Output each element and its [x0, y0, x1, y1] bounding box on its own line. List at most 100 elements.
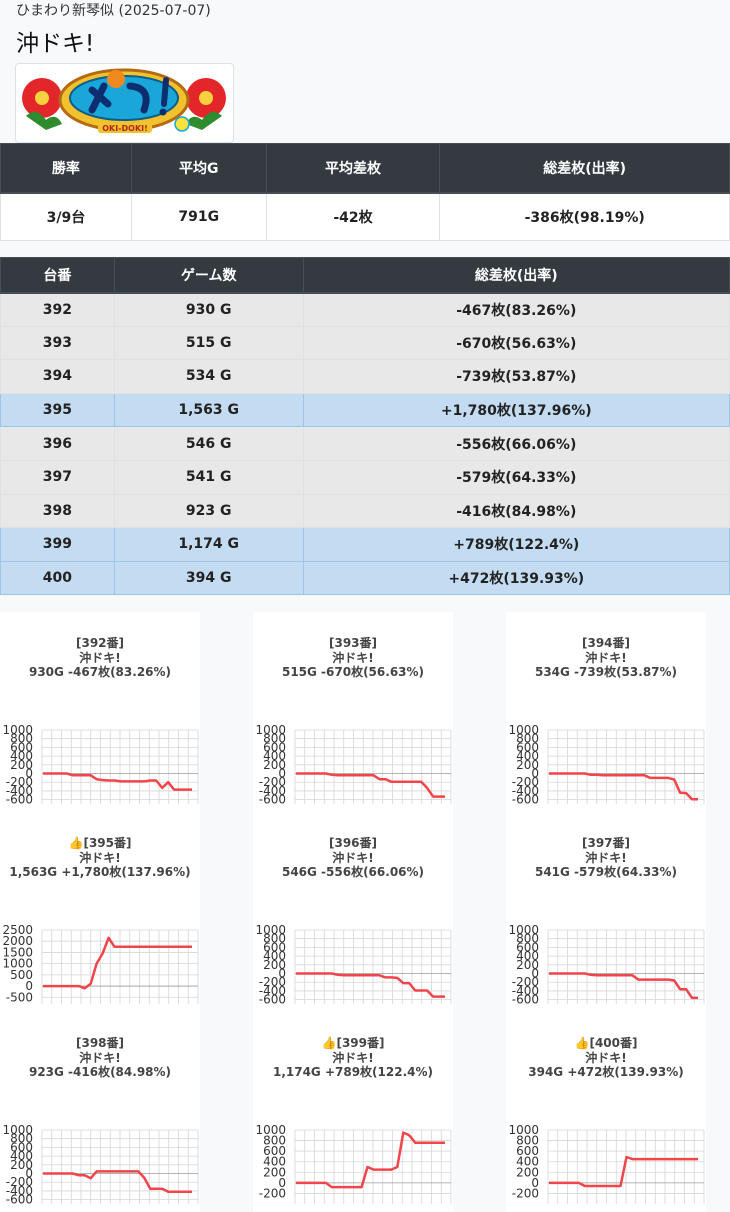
y-tick-label: 2000	[2, 934, 33, 948]
unit-chart-card[interactable]: [392番] 沖ドキ! 930G -467枚(83.26%) 1000 800 600 40…	[0, 612, 200, 812]
y-tick-label: 800	[10, 1132, 33, 1146]
chart-unit-label: [398番]	[75, 1036, 125, 1050]
unit-number: 392	[0, 292, 115, 327]
y-tick-label: 200	[263, 958, 286, 972]
unit-diff: -739枚(53.87%)	[302, 359, 730, 394]
y-tick-label: -600	[512, 993, 539, 1007]
y-tick-label: 1000	[508, 923, 539, 937]
series-line	[43, 936, 192, 990]
y-tick-label: 0	[278, 1176, 286, 1190]
y-tick-label: 200	[516, 1165, 539, 1179]
unit-chart-card[interactable]: 👍[395番] 沖ドキ! 1,563G +1,780枚(137.96%) 2500 20…	[0, 812, 200, 1012]
unit-chart-card[interactable]: 👍[400番] 沖ドキ! 394G +472枚(139.93%) 1000 800 600…	[506, 1012, 706, 1212]
y-tick-label: 1000	[508, 1123, 539, 1137]
y-tick-label: -500	[6, 990, 33, 1004]
summary-header-row: 勝率 平均G 平均差枚 総差枚(出率)	[0, 143, 730, 194]
y-tick-label: -400	[259, 784, 286, 798]
unit-number: 399	[0, 527, 115, 562]
chart-unit-number: [393番]	[253, 636, 453, 651]
y-tick-label: 800	[10, 732, 33, 746]
y-tick-label: -600	[6, 1193, 33, 1207]
y-tick-label: 1000	[508, 723, 539, 737]
y-tick-label: 400	[516, 1155, 539, 1169]
table-row[interactable]: 396 546 G -556枚(66.06%)	[0, 426, 730, 461]
chart-machine-name: 沖ドキ!	[585, 1050, 627, 1065]
unit-chart-card[interactable]: [394番] 沖ドキ! 534G -739枚(53.87%) 1000 800 600 40…	[506, 612, 706, 812]
y-tick-label: -200	[512, 775, 539, 789]
unit-number: 398	[0, 493, 115, 529]
unit-diff: +1,780枚(137.96%)	[302, 392, 730, 428]
y-tick-label: -400	[259, 984, 286, 998]
table-row[interactable]: 392 930 G -467枚(83.26%)	[0, 292, 730, 327]
unit-chart-card[interactable]: [393番] 沖ドキ! 515G -670枚(56.63%) 1000 800 600 40…	[253, 612, 453, 812]
unit-chart-card[interactable]: [396番] 沖ドキ! 546G -556枚(66.06%) 1000 800 600 40…	[253, 812, 453, 1012]
unit-games: 515 G	[113, 325, 304, 361]
chart-result: 930G -467枚(83.26%)	[28, 665, 172, 679]
y-tick-label: 400	[263, 1155, 286, 1169]
y-tick-label: 200	[263, 758, 286, 772]
unit-games: 546 G	[113, 426, 304, 461]
table-row[interactable]: 398 923 G -416枚(84.98%)	[0, 493, 730, 529]
unit-diff: -416枚(84.98%)	[302, 493, 730, 529]
y-tick-label: 800	[516, 932, 539, 946]
table-row[interactable]: 393 515 G -670枚(56.63%)	[0, 325, 730, 361]
y-tick-label: 200	[516, 758, 539, 772]
thumbs-up-icon: 👍	[68, 836, 84, 850]
series-line	[296, 972, 445, 998]
summary-avg-diff: -42枚	[265, 192, 441, 241]
chart-result: 1,174G +789枚(122.4%)	[272, 1065, 434, 1079]
y-tick-label: 400	[263, 749, 286, 763]
unit-chart-card[interactable]: [398番] 沖ドキ! 923G -416枚(84.98%) 1000 800 600 40…	[0, 1012, 200, 1212]
chart-unit-number: [392番]	[0, 636, 200, 651]
unit-header-games: ゲーム数	[113, 257, 304, 294]
table-row[interactable]: 395 1,563 G +1,780枚(137.96%)	[0, 392, 730, 428]
summary-value-row: 3/9台 791G -42枚 -386枚(98.19%)	[0, 192, 730, 241]
chart-unit-label: [392番]	[75, 636, 125, 650]
table-row[interactable]: 399 1,174 G +789枚(122.4%)	[0, 527, 730, 562]
unit-header-number: 台番	[0, 257, 115, 294]
unit-games: 541 G	[113, 459, 304, 495]
summary-total-diff: -386枚(98.19%)	[439, 192, 730, 241]
y-tick-label: 400	[516, 949, 539, 963]
logo-lettering: OKI-DOKI!	[102, 124, 148, 133]
series-line	[549, 772, 698, 801]
unit-diff: -579枚(64.33%)	[302, 459, 730, 495]
summary-avg-games: 791G	[130, 192, 267, 241]
table-row[interactable]: 397 541 G -579枚(64.33%)	[0, 459, 730, 495]
chart-result: 923G -416枚(84.98%)	[28, 1065, 172, 1079]
chart-result: 394G +472枚(139.93%)	[528, 1065, 684, 1079]
chart-machine-name: 沖ドキ!	[332, 1050, 374, 1065]
unit-header-diff: 総差枚(出率)	[302, 257, 730, 294]
chart-machine-name: 沖ドキ!	[79, 650, 121, 665]
unit-number: 400	[0, 560, 115, 596]
y-tick-label: 1500	[2, 945, 33, 959]
chart-unit-label: [397番]	[581, 836, 631, 850]
y-tick-label: 200	[10, 1158, 33, 1172]
chart-unit-label: [400番]	[589, 1036, 638, 1050]
unit-number: 396	[0, 426, 115, 461]
unit-number: 395	[0, 392, 115, 428]
y-tick-label: -200	[259, 1186, 286, 1200]
unit-games: 930 G	[113, 292, 304, 327]
unit-chart-card[interactable]: 👍[399番] 沖ドキ! 1,174G +789枚(122.4%) 1000 800 60…	[253, 1012, 453, 1212]
chart-unit-number: 👍[399番]	[253, 1036, 453, 1051]
unit-header-row: 台番 ゲーム数 総差枚(出率)	[0, 257, 730, 294]
chart-unit-number: [396番]	[253, 836, 453, 851]
table-row[interactable]: 394 534 G -739枚(53.87%)	[0, 359, 730, 394]
machine-logo: OKI-DOKI!	[15, 63, 234, 143]
unit-diff: +472枚(139.93%)	[302, 560, 730, 596]
y-tick-label: 800	[263, 932, 286, 946]
y-tick-label: -400	[6, 1184, 33, 1198]
summary-header-total-diff: 総差枚(出率)	[439, 143, 730, 194]
y-tick-label: 800	[263, 732, 286, 746]
chart-caption: [398番] 沖ドキ! 923G -416枚(84.98%)	[0, 1036, 200, 1080]
chart-result: 546G -556枚(66.06%)	[281, 865, 425, 879]
unit-chart-card[interactable]: [397番] 沖ドキ! 541G -579枚(64.33%) 1000 800 600 40…	[506, 812, 706, 1012]
chart-caption: [392番] 沖ドキ! 930G -467枚(83.26%)	[0, 636, 200, 680]
table-row[interactable]: 400 394 G +472枚(139.93%)	[0, 560, 730, 596]
unit-games: 394 G	[113, 560, 304, 596]
